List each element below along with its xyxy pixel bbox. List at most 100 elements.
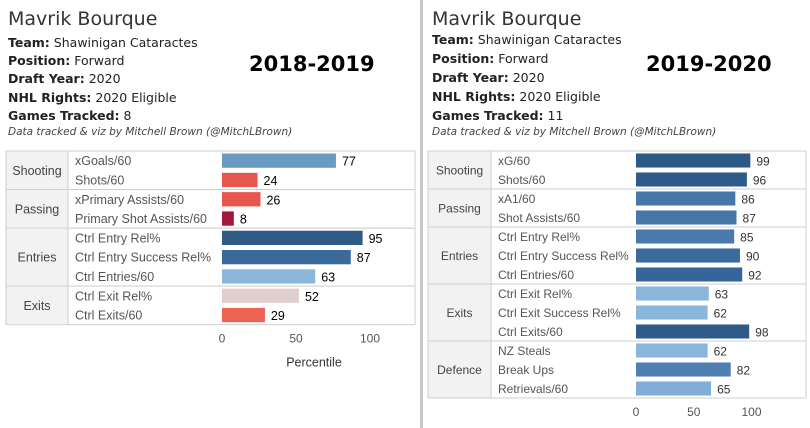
bar-value-label: 87	[357, 251, 371, 265]
draft-year-line: Draft Year: 2020	[432, 70, 545, 85]
group-label-cell	[6, 151, 68, 190]
bar	[636, 210, 737, 225]
bar	[636, 305, 708, 320]
season-panel-2018-2019: Mavrik Bourque Team: Shawinigan Cataract…	[5, 8, 416, 370]
credit-line: Data tracked & viz by Mitchell Brown (@M…	[8, 126, 293, 138]
bar	[636, 381, 712, 396]
bar-value-label: 63	[715, 288, 729, 302]
row-label: Shots/60	[498, 173, 546, 187]
bar-value-label: 82	[737, 364, 751, 378]
group-label: Entries	[18, 251, 57, 265]
bar	[222, 153, 336, 168]
percentile-bar-chart: Shooting xGoals/60 77 Shots/60 24 Passing xPri…	[5, 150, 416, 370]
nhl-rights-line: NHL Rights: 2020 Eligible	[432, 89, 601, 104]
x-tick-label: 100	[741, 405, 761, 419]
group-label: Shooting	[436, 164, 483, 178]
row-label: Primary Shot Assists/60	[75, 212, 207, 226]
bar	[222, 250, 351, 265]
bar-value-label: 99	[756, 155, 770, 169]
bar-value-label: 96	[753, 174, 767, 188]
group-label: Exits	[446, 306, 472, 320]
bar-value-label: 29	[271, 309, 285, 323]
x-tick-label: 100	[360, 332, 380, 346]
group-label-cell	[428, 189, 491, 227]
row-label: Ctrl Entry Success Rel%	[498, 249, 629, 263]
bar	[222, 288, 299, 303]
row-label: Shots/60	[75, 173, 124, 187]
x-tick-label: 0	[219, 332, 226, 346]
team-line: Team: Shawinigan Cataractes	[432, 32, 622, 47]
bar	[636, 172, 747, 187]
group-label-cell	[428, 151, 491, 189]
group-label-cell	[6, 228, 68, 286]
bar-value-label: 24	[264, 174, 278, 188]
group-label: Passing	[438, 202, 481, 216]
bar-value-label: 90	[746, 250, 760, 264]
bar-value-label: 95	[369, 232, 383, 246]
games-tracked-line: Games Tracked: 8	[8, 108, 132, 123]
bar-value-label: 62	[714, 345, 728, 359]
bar	[222, 307, 265, 323]
position-line: Position: Forward	[432, 51, 549, 66]
row-label: Ctrl Entry Rel%	[498, 230, 580, 244]
group-label: Passing	[15, 202, 60, 216]
row-label: Ctrl Exit Success Rel%	[498, 306, 621, 320]
group-box	[5, 150, 416, 191]
nhl-rights-line: NHL Rights: 2020 Eligible	[8, 90, 177, 105]
row-label: NZ Steals	[498, 344, 551, 358]
bar-value-label: 8	[240, 213, 247, 227]
group-label-cell	[6, 286, 68, 325]
row-label: xGoals/60	[75, 154, 131, 168]
bar	[222, 192, 261, 207]
bar	[222, 269, 316, 284]
draft-year-line: Draft Year: 2020	[8, 71, 121, 86]
bar-value-label: 26	[266, 193, 280, 207]
bar-value-label: 65	[717, 383, 731, 397]
group-label-cell	[428, 227, 491, 284]
group-label-cell	[6, 190, 68, 228]
bar	[636, 286, 709, 301]
bar-value-label: 86	[741, 193, 755, 207]
row-label: Ctrl Exit Rel%	[75, 289, 152, 303]
bar-value-label: 87	[742, 212, 756, 226]
bar	[636, 191, 736, 206]
x-tick-label: 0	[633, 405, 640, 419]
position-line: Position: Forward	[8, 53, 125, 68]
bar-value-label: 85	[740, 231, 754, 245]
season-title: 2018-2019	[249, 52, 375, 76]
bar-value-label: 98	[755, 326, 769, 340]
bar	[636, 324, 750, 339]
player-name: Mavrik Bourque	[8, 8, 158, 30]
percentile-bar-chart: Shooting xG/60 99 Shots/60 96 Passing xA1/60 86…	[427, 150, 807, 419]
x-tick-label: 50	[289, 332, 303, 346]
bar-value-label: 92	[748, 269, 762, 283]
row-label: Ctrl Entry Success Rel%	[75, 251, 211, 265]
player-name: Mavrik Bourque	[432, 8, 582, 30]
games-tracked-line: Games Tracked: 11	[432, 108, 564, 123]
bar	[636, 343, 708, 358]
row-label: Break Ups	[498, 363, 554, 377]
bar	[636, 362, 731, 377]
group-label-cell	[428, 284, 491, 341]
row-label: Ctrl Entries/60	[498, 268, 574, 282]
group-label: Shooting	[12, 164, 61, 178]
bar	[636, 248, 740, 263]
x-tick-label: 50	[687, 405, 701, 419]
bar	[636, 229, 735, 244]
bar	[636, 267, 743, 282]
panel-divider	[420, 0, 423, 428]
bar-value-label: 62	[714, 307, 728, 321]
row-label: Retrievals/60	[498, 382, 568, 396]
bar	[222, 230, 363, 245]
season-title: 2019-2020	[646, 52, 772, 76]
team-line: Team: Shawinigan Cataractes	[8, 35, 198, 50]
bar	[222, 172, 258, 188]
row-label: xPrimary Assists/60	[75, 193, 184, 207]
row-label: xG/60	[498, 154, 530, 168]
group-label: Exits	[23, 299, 50, 313]
bar	[222, 211, 234, 226]
group-label-cell	[428, 341, 491, 398]
row-label: xA1/60	[498, 192, 536, 206]
bar-value-label: 63	[321, 270, 335, 284]
bar-value-label: 77	[342, 155, 356, 169]
